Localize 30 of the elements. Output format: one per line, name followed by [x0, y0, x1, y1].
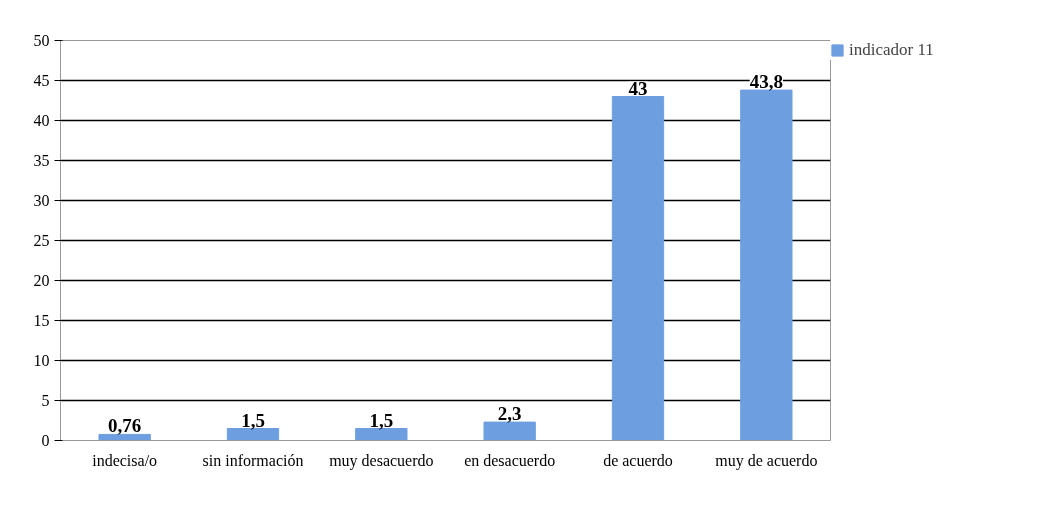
y-tick-label: 25	[33, 232, 50, 249]
y-tick-label: 15	[33, 312, 50, 329]
y-tick-label: 0	[41, 432, 50, 449]
bar	[226, 428, 280, 441]
y-tick-label: 40	[33, 112, 50, 129]
bar	[740, 89, 793, 441]
x-tick-label: en desacuerdo	[464, 451, 556, 469]
bar	[611, 96, 665, 441]
bar	[98, 433, 151, 441]
data-label: 43	[628, 77, 648, 99]
data-label: 2,3	[497, 403, 522, 425]
y-tick-label: 10	[33, 352, 50, 369]
data-label: 0,76	[108, 415, 142, 437]
y-tick-label: 35	[33, 152, 50, 169]
y-tick-label: 45	[33, 72, 50, 89]
y-tick-label: 30	[33, 192, 50, 209]
y-tick-label: 20	[33, 272, 50, 289]
x-tick-label: muy desacuerdo	[329, 451, 434, 470]
x-tick-label: indecisa/o	[92, 451, 158, 469]
data-label: 1,5	[241, 409, 265, 431]
bar	[483, 421, 536, 441]
y-tick-label: 50	[33, 32, 50, 49]
data-label: 43,8	[749, 71, 783, 93]
x-tick-label: sin información	[202, 451, 304, 469]
y-tick-label: 5	[41, 392, 50, 409]
bar	[355, 428, 408, 441]
x-tick-label: de acuerdo	[603, 451, 673, 469]
x-tick-label: muy de acuerdo	[715, 451, 818, 470]
legend-label: indicador 11	[849, 40, 935, 60]
data-label: 1,5	[369, 409, 394, 431]
